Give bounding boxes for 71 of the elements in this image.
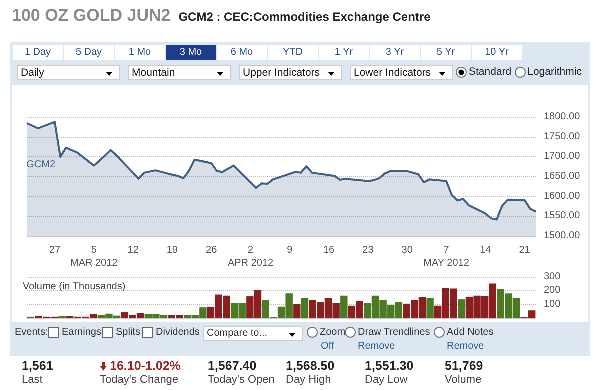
text: Volume xyxy=(445,374,483,386)
text: 100 OZ GOLD JUN2 xyxy=(12,6,171,26)
text: 10 Yr xyxy=(472,45,522,60)
x-tick-label: 5 MAR 2012 xyxy=(70,245,118,269)
text: Compare to... xyxy=(203,326,303,341)
text: Day High xyxy=(286,374,332,386)
y-tick-label: 1650.00 xyxy=(544,171,581,182)
y-tick-label: 1600.00 xyxy=(544,190,581,202)
text: Remove xyxy=(447,341,484,352)
text: Today's Open xyxy=(208,374,275,386)
y-tick-label: 100 xyxy=(544,298,562,310)
x-tick-label: 16 xyxy=(323,245,336,256)
text: 1,561 xyxy=(22,359,54,373)
bar xyxy=(340,296,348,318)
text: 6 Mo xyxy=(217,45,267,60)
text: Add Notes xyxy=(446,327,494,338)
text: Day Low xyxy=(365,374,409,386)
x-tick-label: 30 xyxy=(402,245,414,256)
text: Zoom xyxy=(319,327,346,338)
text: Remove xyxy=(358,341,396,352)
x-tick-label: 21 xyxy=(519,245,531,256)
x-tick-label: 23 xyxy=(362,245,374,256)
bar xyxy=(458,300,466,318)
x-tick-label: 19 xyxy=(166,245,178,256)
text: 1 Yr xyxy=(319,45,369,60)
text: 1 Day xyxy=(13,45,63,60)
bar xyxy=(301,298,309,318)
text: Events: xyxy=(15,327,48,338)
x-tick-label: 27 xyxy=(49,245,61,256)
text: 3 Mo xyxy=(166,45,216,60)
text: Off xyxy=(321,341,334,352)
chart-title: Volume (in Thousands) xyxy=(23,282,126,292)
text: 1,567.40 xyxy=(208,359,258,373)
x-tick-label: 2 APR 2012 xyxy=(228,245,274,269)
text: Splits xyxy=(115,327,140,338)
text: Dividends xyxy=(155,327,200,338)
text: 1,568.50 xyxy=(286,359,335,373)
text: 3 Yr xyxy=(370,45,420,60)
y-tick-label: 1750.00 xyxy=(544,131,581,142)
text: Daily xyxy=(17,65,120,80)
y-tick-label: 300 xyxy=(544,272,562,282)
text: Logarithmic xyxy=(526,66,582,78)
y-tick-label: 1500.00 xyxy=(544,230,581,242)
y-tick-label: 1800.00 xyxy=(544,112,581,122)
bar xyxy=(294,304,301,318)
text: Mountain xyxy=(128,65,231,80)
text: Today's Change xyxy=(100,374,180,386)
y-tick-label: 200 xyxy=(544,285,562,296)
text: 1,551.30 xyxy=(365,359,414,373)
text: Standard xyxy=(468,66,512,78)
text: YTD xyxy=(268,45,318,60)
text: 1 Mo xyxy=(115,45,165,60)
x-tick-label: 7 MAY 2012 xyxy=(424,245,470,269)
text: Upper Indicators xyxy=(239,65,342,80)
text: 16.10-1.02% xyxy=(109,359,181,373)
x-tick-label: 12 xyxy=(128,245,140,256)
series-label: GCM2 xyxy=(26,160,56,171)
text: Last xyxy=(22,374,44,386)
text: GCM2 : CEC:Commodities Exchange Centre xyxy=(178,10,431,24)
text: 5 Yr xyxy=(421,45,471,60)
bar xyxy=(426,298,434,318)
text: Draw Trendlines xyxy=(357,327,430,338)
y-tick-label: 1700.00 xyxy=(544,151,581,162)
text: Lower Indicators xyxy=(350,65,453,80)
x-tick-label: 26 xyxy=(206,245,218,256)
text: 51,769 xyxy=(445,359,484,373)
text: Earnings xyxy=(61,327,102,338)
x-tick-label: 14 xyxy=(480,245,492,256)
x-tick-label: 9 xyxy=(287,245,294,256)
y-tick-label: 1550.00 xyxy=(544,210,581,222)
text: 5 Day xyxy=(64,45,114,60)
